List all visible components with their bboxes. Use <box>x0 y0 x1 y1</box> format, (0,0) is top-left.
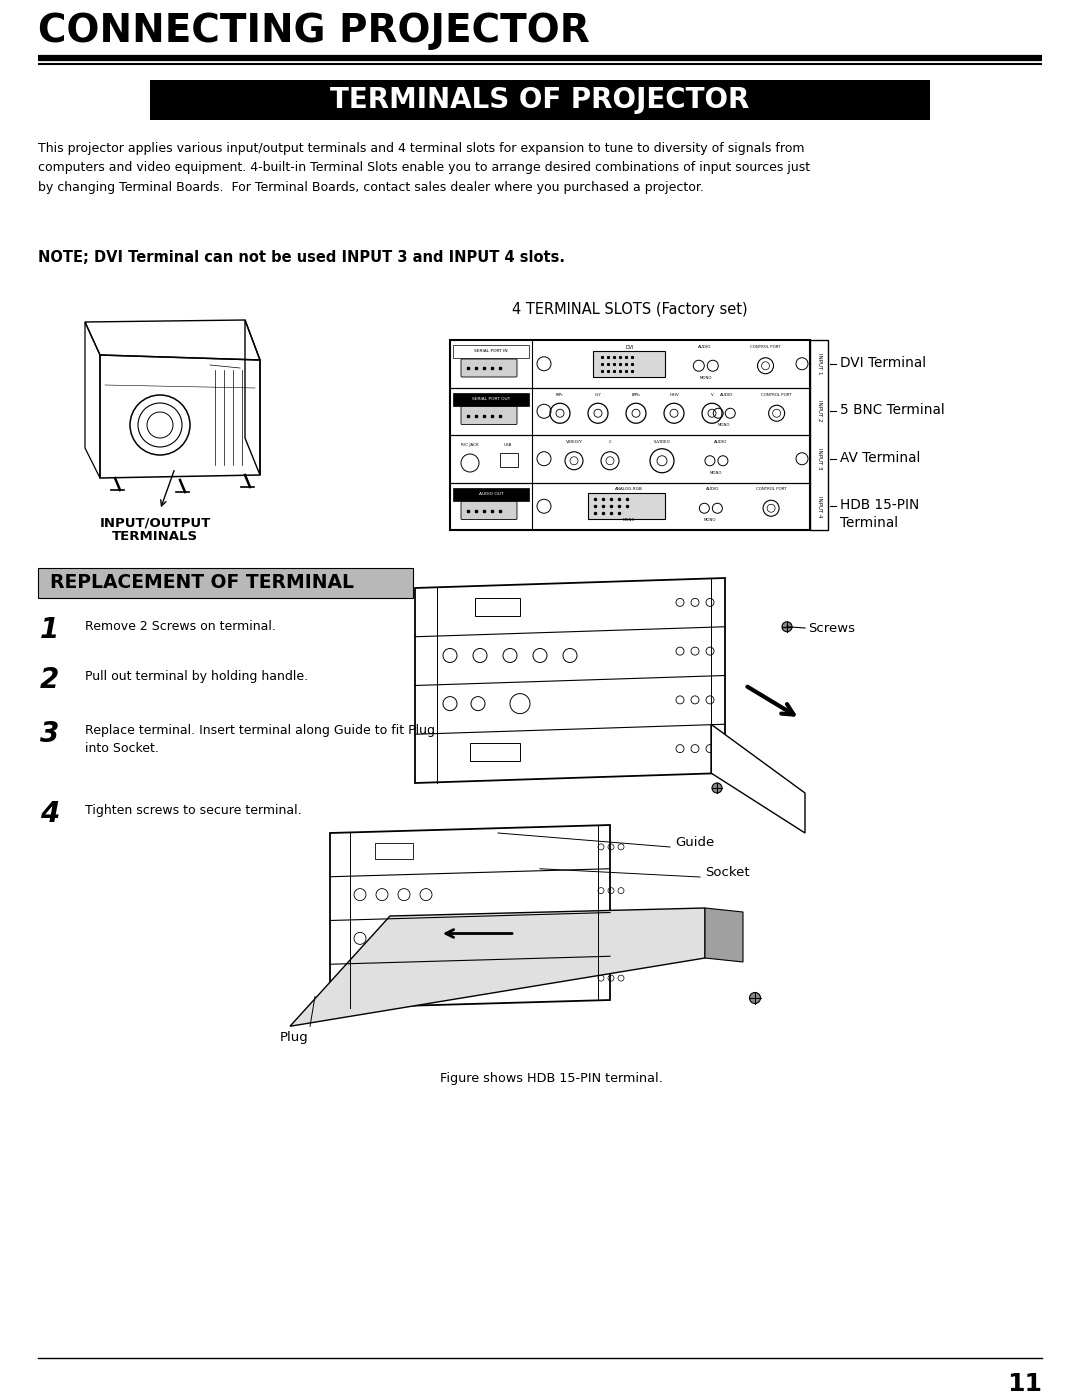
Text: G/Y: G/Y <box>595 393 602 397</box>
Text: MONO: MONO <box>700 376 712 380</box>
Text: 4 TERMINAL SLOTS (Factory set): 4 TERMINAL SLOTS (Factory set) <box>512 302 747 317</box>
Bar <box>453 393 529 405</box>
Text: Replace terminal. Insert terminal along Guide to fit Plug
into Socket.: Replace terminal. Insert terminal along … <box>85 724 435 754</box>
FancyBboxPatch shape <box>461 407 517 425</box>
Text: Socket: Socket <box>705 866 750 880</box>
Text: REPLACEMENT OF TERMINAL: REPLACEMENT OF TERMINAL <box>50 574 354 592</box>
Text: 2: 2 <box>40 666 59 694</box>
Bar <box>370 974 411 990</box>
Polygon shape <box>711 724 805 833</box>
Text: INPUT 2: INPUT 2 <box>816 401 822 422</box>
Text: 11: 11 <box>1007 1372 1042 1396</box>
FancyBboxPatch shape <box>593 351 665 377</box>
Text: DVI Terminal: DVI Terminal <box>840 356 927 370</box>
Text: INPUT 1: INPUT 1 <box>816 353 822 374</box>
Bar <box>470 743 519 761</box>
Text: SERIAL PORT IN: SERIAL PORT IN <box>474 349 508 353</box>
Circle shape <box>782 622 792 631</box>
Bar <box>810 339 828 529</box>
Text: AV Terminal: AV Terminal <box>840 451 920 465</box>
Polygon shape <box>705 908 743 963</box>
Text: C: C <box>608 440 611 444</box>
Text: AUDIO OUT: AUDIO OUT <box>478 492 503 496</box>
FancyBboxPatch shape <box>588 493 665 520</box>
Bar <box>453 345 529 358</box>
Polygon shape <box>291 908 705 1027</box>
Text: B/Pb: B/Pb <box>632 393 640 397</box>
Text: Pull out terminal by holding handle.: Pull out terminal by holding handle. <box>85 671 308 683</box>
Text: ANALOG-RGB: ANALOG-RGB <box>616 488 644 492</box>
Text: AUDIO: AUDIO <box>706 488 719 492</box>
Bar <box>475 598 519 616</box>
Text: H/HV: H/HV <box>670 393 679 397</box>
Text: MONO: MONO <box>710 471 723 475</box>
Text: NOTE; DVI Terminal can not be used INPUT 3 and INPUT 4 slots.: NOTE; DVI Terminal can not be used INPUT… <box>38 250 565 265</box>
Text: S-VIDEO: S-VIDEO <box>653 440 671 444</box>
Text: AUDIO: AUDIO <box>720 393 733 397</box>
Text: Tighten screws to secure terminal.: Tighten screws to secure terminal. <box>85 805 301 817</box>
Text: R/Pr: R/Pr <box>556 393 564 397</box>
Bar <box>38 569 413 598</box>
Text: CONNECTING PROJECTOR: CONNECTING PROJECTOR <box>38 13 590 50</box>
Text: 4: 4 <box>40 800 59 828</box>
Text: HDB 15-PIN
Terminal: HDB 15-PIN Terminal <box>840 499 919 529</box>
Text: Plug: Plug <box>280 1031 309 1044</box>
Text: MONO: MONO <box>718 423 730 427</box>
Text: USB: USB <box>503 443 512 447</box>
Text: Screws: Screws <box>808 622 855 634</box>
Text: 3: 3 <box>40 719 59 747</box>
Bar <box>375 842 413 859</box>
Text: CONTROL PORT: CONTROL PORT <box>751 345 781 349</box>
Text: R/C JACK: R/C JACK <box>461 443 478 447</box>
Text: VIDEO/Y: VIDEO/Y <box>566 440 582 444</box>
Circle shape <box>712 782 723 793</box>
FancyBboxPatch shape <box>461 502 517 520</box>
Text: DVI: DVI <box>625 345 634 351</box>
Text: INPUT 4: INPUT 4 <box>816 496 822 517</box>
Text: 5 BNC Terminal: 5 BNC Terminal <box>840 404 945 418</box>
Text: INPUT 3: INPUT 3 <box>816 448 822 469</box>
Text: AUDIO: AUDIO <box>714 440 728 444</box>
Text: This projector applies various input/output terminals and 4 terminal slots for e: This projector applies various input/out… <box>38 142 810 194</box>
Bar <box>453 488 529 500</box>
Circle shape <box>750 992 760 1003</box>
Text: TERMINALS OF PROJECTOR: TERMINALS OF PROJECTOR <box>330 87 750 115</box>
Text: Figure shows HDB 15-PIN terminal.: Figure shows HDB 15-PIN terminal. <box>440 1071 663 1085</box>
Text: TERMINALS: TERMINALS <box>112 529 198 543</box>
Bar <box>450 339 810 529</box>
Text: MONO: MONO <box>704 518 717 522</box>
Text: AUDIO: AUDIO <box>698 345 711 349</box>
Text: 1: 1 <box>40 616 59 644</box>
Text: SERIAL PORT OUT: SERIAL PORT OUT <box>472 397 510 401</box>
Text: INPUT/OUTPUT: INPUT/OUTPUT <box>99 515 211 529</box>
Text: V: V <box>711 393 713 397</box>
FancyBboxPatch shape <box>461 359 517 377</box>
Text: Remove 2 Screws on terminal.: Remove 2 Screws on terminal. <box>85 620 275 633</box>
Text: MONO: MONO <box>623 518 635 522</box>
Bar <box>500 453 518 467</box>
Text: Guide: Guide <box>675 837 714 849</box>
Bar <box>150 80 930 120</box>
Text: CONTROL PORT: CONTROL PORT <box>756 488 786 492</box>
Text: CONTROL PORT: CONTROL PORT <box>761 393 792 397</box>
